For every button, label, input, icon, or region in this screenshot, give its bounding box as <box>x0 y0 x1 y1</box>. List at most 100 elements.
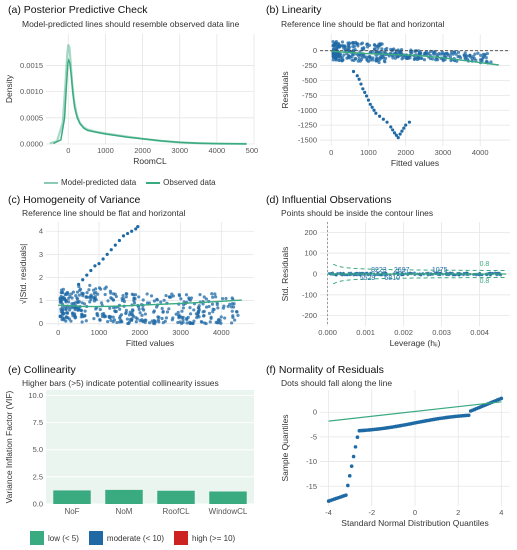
residual-point <box>154 305 159 309</box>
residual-point <box>80 320 84 324</box>
residual-point <box>415 57 419 62</box>
residual-point <box>80 312 84 316</box>
y-tick-label: 100 <box>304 249 317 258</box>
y-tick-label: 0.0015 <box>20 61 43 70</box>
residual-point <box>106 299 110 303</box>
residual-point <box>99 287 103 291</box>
residual-point <box>209 315 213 319</box>
y-tick-label: -10 <box>306 457 317 466</box>
contour-line-upper <box>332 263 508 272</box>
outlier-point <box>97 262 101 266</box>
y-tick-label: 0.0000 <box>20 140 43 149</box>
y-tick-label: -15 <box>306 482 317 491</box>
residual-point <box>347 45 351 49</box>
residual-point <box>150 319 154 323</box>
residual-point <box>176 310 180 314</box>
residual-point <box>181 306 185 310</box>
plot-background <box>46 390 254 504</box>
residual-point <box>59 291 63 295</box>
y-tick-label: 0 <box>39 319 43 328</box>
residual-point <box>152 299 156 303</box>
residual-point <box>82 302 87 306</box>
residual-point <box>342 53 346 57</box>
residual-point <box>181 318 185 322</box>
y-tick-label: -500 <box>302 76 317 85</box>
residual-point <box>185 321 189 325</box>
residual-point <box>92 317 96 321</box>
residual-point <box>168 295 172 299</box>
residual-point <box>124 295 128 299</box>
x-axis-label: Leverage (hᵢᵢ) <box>390 338 441 348</box>
residual-point <box>219 321 223 325</box>
outlier-point <box>366 98 371 102</box>
residual-point <box>365 42 369 46</box>
residual-point <box>188 312 193 316</box>
outlier-point <box>381 117 385 121</box>
panel-f-title: (f) Normality of Residuals <box>266 364 384 376</box>
residual-point <box>368 55 372 59</box>
residual-point <box>103 292 107 297</box>
residual-point <box>337 43 342 47</box>
residual-point <box>392 47 396 51</box>
residual-point <box>79 308 83 312</box>
residual-point <box>69 292 74 296</box>
residual-point <box>336 55 340 59</box>
residual-point <box>178 320 182 324</box>
residual-point <box>456 50 461 54</box>
series-line-observed <box>53 58 247 145</box>
outlier-point <box>363 90 367 94</box>
vif-bar <box>53 490 91 504</box>
x-tick-label: 2000 <box>131 328 148 337</box>
x-tick-label: 0.004 <box>470 328 489 337</box>
residual-point <box>233 318 237 322</box>
y-tick-label: 0 <box>313 270 317 279</box>
residual-point <box>143 312 147 316</box>
residual-point <box>87 288 91 292</box>
residual-point <box>112 318 117 322</box>
outlier-point <box>402 126 406 130</box>
residual-point <box>207 304 211 309</box>
collinearity-legend: low (< 5) moderate (< 10) high (>= 10) <box>30 531 235 545</box>
y-axis-label: Std. Residuals <box>280 247 290 302</box>
residual-point <box>181 320 185 324</box>
point-label: 5529 <box>360 275 376 282</box>
residual-point <box>77 306 81 310</box>
residual-point <box>230 302 234 306</box>
residual-point <box>214 295 218 299</box>
residual-point <box>374 57 379 61</box>
x-tick-label: WindowCL <box>209 507 248 516</box>
x-tick-label: NoM <box>116 507 133 516</box>
residual-point <box>94 291 98 295</box>
residual-point <box>478 58 483 62</box>
residual-point <box>184 293 189 297</box>
outlier-point <box>113 243 117 247</box>
homogeneity-chart: 0 1000 2000 3000 4000 0 1 2 3 4 Fitted values √|Std… <box>18 222 254 348</box>
residual-point <box>149 294 154 298</box>
x-tick-label: 0 <box>66 146 70 155</box>
residual-point <box>360 41 365 45</box>
outlier-point <box>398 132 402 136</box>
legend-label-predicted: Model-predicted data <box>61 178 137 187</box>
residual-point <box>181 315 185 319</box>
residual-point <box>231 314 235 318</box>
residual-point <box>156 315 160 319</box>
legend-label-moderate: moderate (< 10) <box>106 533 165 543</box>
legend-swatch-observed <box>146 181 161 184</box>
residual-point <box>131 308 135 313</box>
residual-point <box>210 302 215 306</box>
residual-point <box>62 318 66 322</box>
quantile-point <box>347 474 352 478</box>
residual-point <box>161 310 165 314</box>
residual-point <box>98 318 102 322</box>
residual-point <box>147 301 152 305</box>
residual-point <box>153 319 157 323</box>
residual-point <box>147 321 152 325</box>
residual-point <box>157 320 161 324</box>
outlier-point <box>93 264 97 268</box>
residual-point <box>400 57 404 61</box>
x-tick-label: 2 <box>456 508 460 517</box>
outlier-point <box>89 268 93 273</box>
residual-point <box>109 318 113 322</box>
residual-point <box>73 301 77 305</box>
residual-point <box>428 57 433 61</box>
